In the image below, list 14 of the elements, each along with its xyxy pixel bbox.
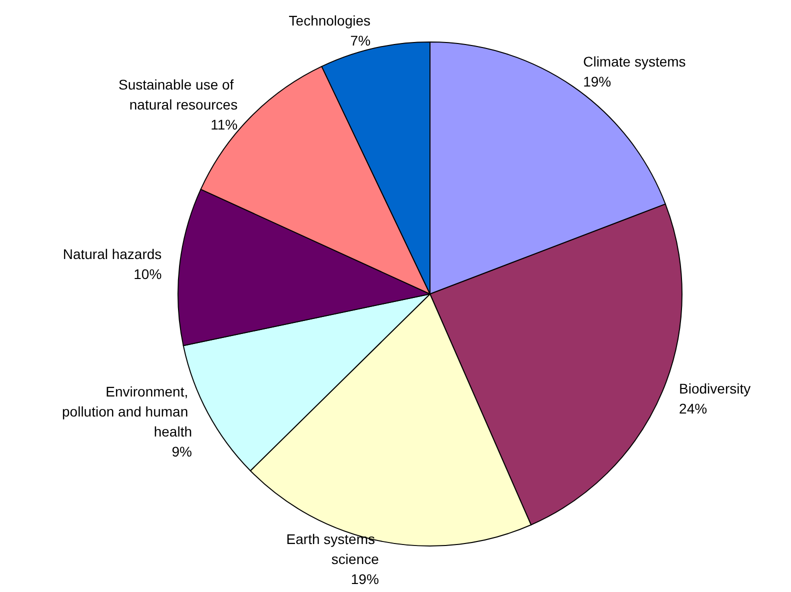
- slice-label: Technologies: [288, 12, 371, 29]
- slice-label: Sustainable use of natural resources: [118, 76, 238, 113]
- slice-label: Environment, pollution and human health: [62, 384, 192, 440]
- data-label: 19%: [583, 74, 612, 90]
- data-label: 7%: [350, 32, 371, 49]
- slice-label: Natural hazards: [62, 246, 162, 262]
- slice-label: Earth systems science: [286, 531, 380, 568]
- data-label: 24%: [679, 400, 708, 416]
- data-label: 11%: [210, 116, 238, 133]
- data-label: 10%: [134, 266, 162, 282]
- slice-label: Climate systems: [583, 54, 686, 70]
- slice-label: Biodiversity: [679, 380, 751, 396]
- data-label: 19%: [350, 571, 379, 588]
- data-label: 9%: [172, 444, 192, 460]
